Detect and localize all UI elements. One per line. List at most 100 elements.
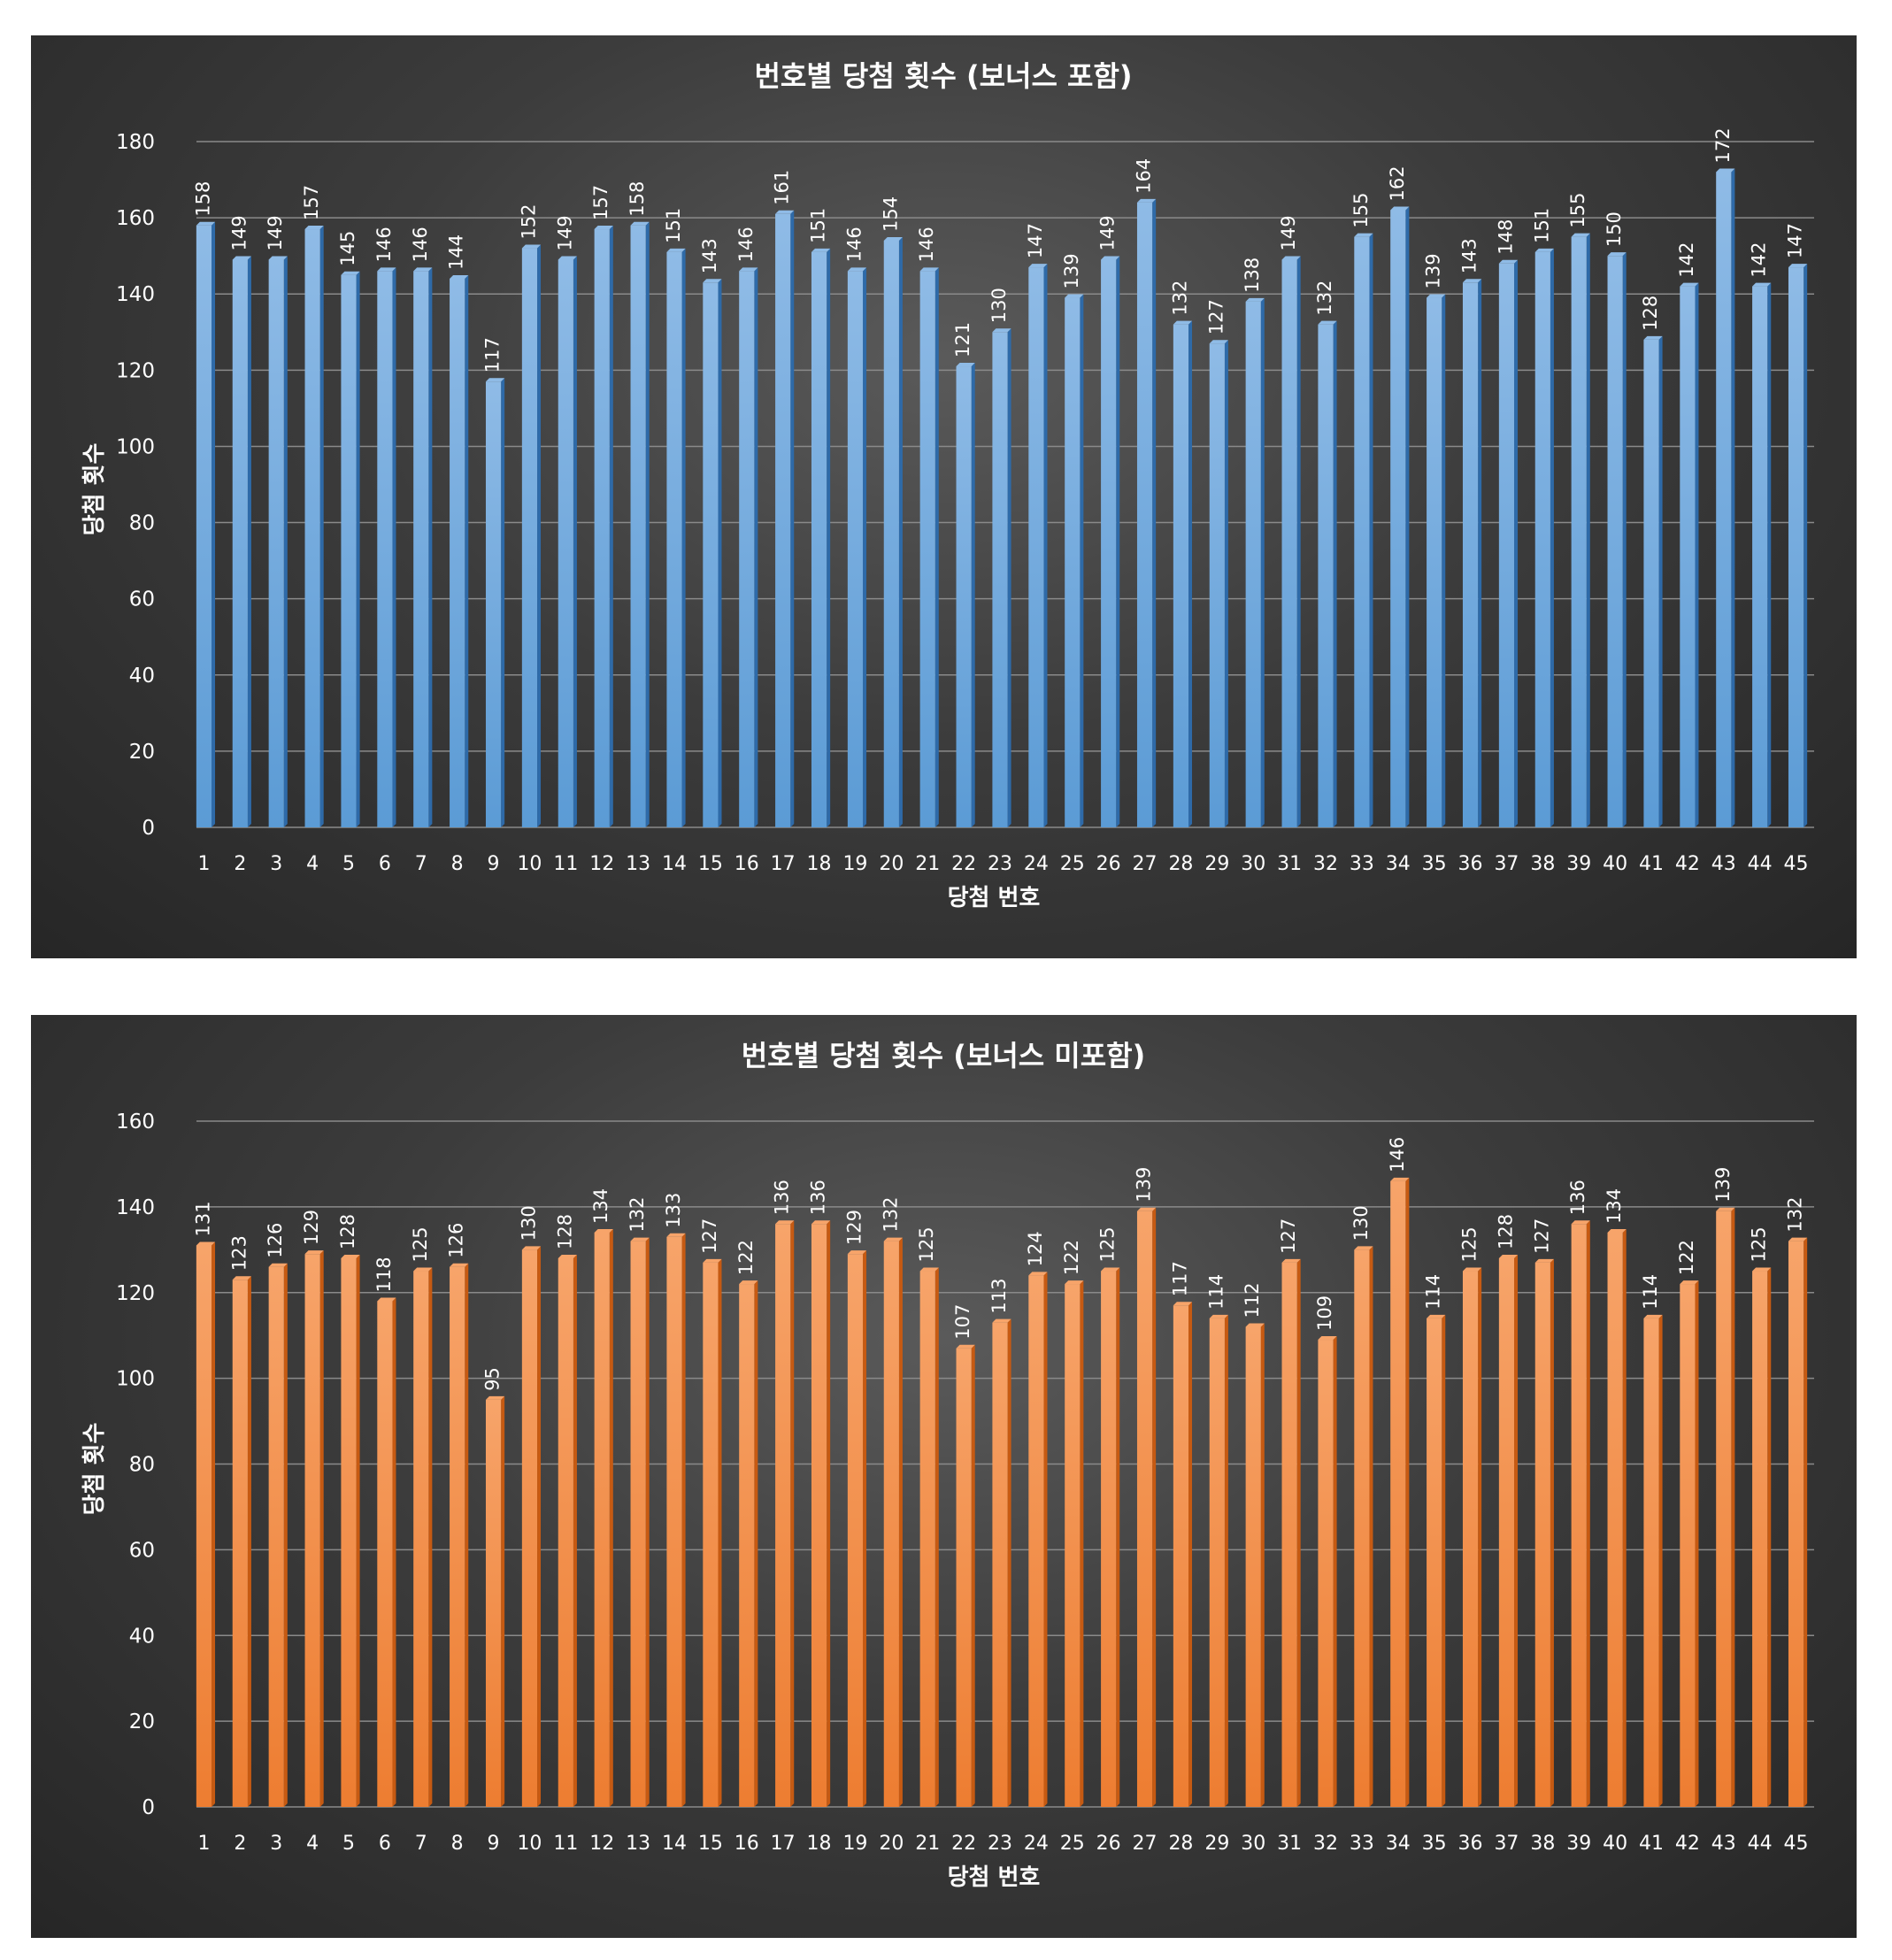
bar-side (212, 1241, 216, 1807)
bar-group: 155 (1567, 193, 1590, 827)
bar (1462, 1271, 1479, 1807)
data-label: 133 (663, 1193, 684, 1228)
y-tick-label: 0 (142, 1796, 155, 1819)
bar-side (1405, 206, 1410, 827)
bar-group: 151 (808, 208, 831, 828)
bar-group: 122 (1061, 1240, 1084, 1807)
data-label: 142 (1676, 242, 1697, 278)
bar-group: 146 (373, 227, 396, 827)
bar-side (681, 248, 686, 828)
bar-top (1065, 294, 1084, 298)
bar-group: 161 (772, 170, 795, 828)
bar-group: 139 (1061, 253, 1084, 827)
bar-group: 151 (1531, 208, 1554, 828)
bar (1462, 282, 1479, 827)
y-tick-label: 160 (116, 1111, 155, 1134)
bar-top (1643, 335, 1663, 340)
bar (1498, 1258, 1515, 1807)
x-tick-label: 20 (879, 853, 904, 875)
bar (558, 1258, 573, 1807)
chart-without-bonus: 번호별 당첨 횟수 (보너스 미포함) 당첨 횟수 당첨 번호 0 20 40 60 8… (81, 1039, 1814, 1891)
bar-top (1788, 264, 1808, 268)
bar-group: 149 (554, 215, 577, 827)
bar-group: 129 (843, 1210, 867, 1807)
bar (1788, 1241, 1804, 1807)
chart-with-bonus: 번호별 당첨 횟수 (보너스 포함) 당첨 횟수 당첨 번호 0 20 40 60 80… (81, 59, 1814, 911)
data-label: 117 (482, 337, 504, 373)
bar-top (847, 1250, 867, 1255)
bar-group: 139 (1712, 1167, 1735, 1807)
data-label: 114 (1423, 1274, 1444, 1310)
bar-side (1695, 282, 1699, 828)
bar-group: 126 (265, 1223, 288, 1807)
bar-top (1643, 1314, 1663, 1318)
plot-area: 0204060801001201401601311123212631294128… (116, 1111, 1814, 1855)
bar-top (630, 221, 650, 226)
bar-side (501, 378, 505, 827)
bar-top (1462, 1267, 1482, 1272)
bar-side (319, 226, 324, 827)
bar (956, 366, 972, 827)
bar-group: 122 (735, 1240, 758, 1807)
x-tick-label: 19 (842, 853, 867, 875)
bar-side (1731, 168, 1735, 827)
bar-top (341, 271, 360, 275)
data-label: 114 (1640, 1274, 1661, 1310)
bar-side (898, 1237, 903, 1807)
chart-panel-with-bonus: 번호별 당첨 횟수 (보너스 포함) 당첨 횟수 당첨 번호 0 20 40 60 80… (31, 35, 1857, 958)
data-label: 136 (1567, 1180, 1588, 1215)
bar-top (847, 267, 867, 272)
bar-group: 147 (1025, 223, 1048, 827)
bar-top (377, 267, 396, 272)
bar-side (1152, 1207, 1157, 1807)
bar-group: 129 (301, 1210, 324, 1807)
bar (558, 259, 573, 827)
bar-top (413, 1267, 433, 1272)
data-label: 124 (1025, 1231, 1046, 1266)
bar-side (356, 1255, 360, 1807)
data-label: 122 (1061, 1240, 1082, 1275)
bar (268, 259, 284, 827)
bar-side (1369, 233, 1373, 827)
bar-side (319, 1250, 324, 1807)
bar-top (1173, 320, 1193, 325)
bar-group: 138 (1242, 257, 1265, 827)
bar-top (377, 1297, 396, 1302)
bar-group: 130 (1350, 1205, 1373, 1807)
x-tick-label: 35 (1422, 1833, 1447, 1855)
bar (1716, 1211, 1732, 1807)
bar-top (1534, 1258, 1554, 1263)
x-tick-label: 36 (1458, 853, 1483, 875)
x-tick-label: 35 (1422, 853, 1447, 875)
bar-side (1658, 335, 1663, 827)
bar-side (1007, 1318, 1011, 1807)
bar-group: 114 (1640, 1274, 1663, 1807)
bar-top (1716, 168, 1735, 173)
data-label: 130 (518, 1205, 539, 1241)
bar-top (1209, 1314, 1228, 1318)
bar-top (1209, 340, 1228, 344)
x-tick-label: 19 (842, 1833, 867, 1855)
bar (1318, 324, 1334, 828)
bar-side (1550, 1258, 1554, 1807)
bar-top (521, 244, 542, 249)
data-label: 146 (916, 227, 937, 262)
bar-side (1188, 1302, 1193, 1807)
data-label: 136 (772, 1180, 793, 1215)
bar (1680, 286, 1696, 828)
data-label: 142 (1749, 242, 1770, 278)
bar-top (956, 1344, 975, 1349)
bar (232, 259, 248, 827)
data-label: 125 (916, 1226, 937, 1262)
bar-top (304, 226, 324, 230)
data-label: 139 (1061, 253, 1082, 288)
bar-top (1534, 248, 1554, 252)
y-tick-label: 60 (129, 588, 155, 611)
data-label: 131 (192, 1201, 213, 1236)
bar-top (1281, 256, 1301, 260)
data-label: 138 (1242, 257, 1263, 293)
bar (919, 1271, 935, 1807)
bar-side (537, 1246, 542, 1807)
chart-title: 번호별 당첨 횟수 (보너스 포함) (754, 59, 1132, 93)
bar-group: 122 (1676, 1240, 1699, 1807)
